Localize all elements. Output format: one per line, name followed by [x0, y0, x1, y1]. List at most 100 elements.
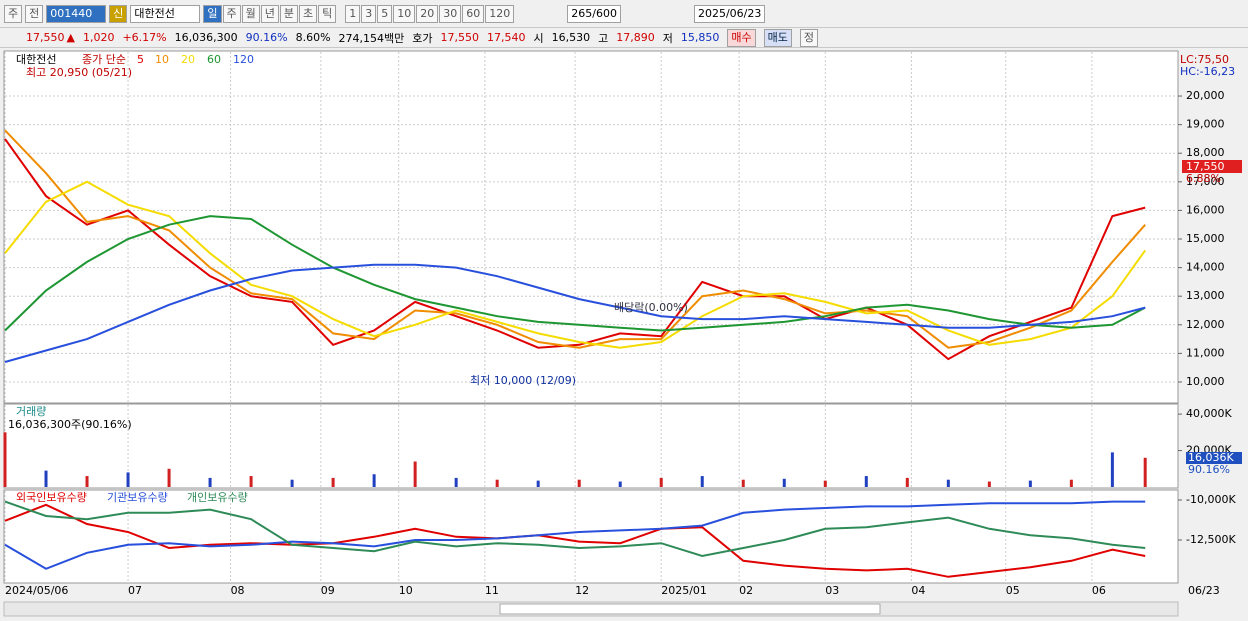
x-tick-label: 10 [399, 584, 413, 597]
series-line [4, 503, 1146, 578]
volume-bar [741, 479, 745, 487]
y-tick-label: 17,000 [1186, 175, 1225, 188]
ask: 17,550 [440, 31, 480, 44]
volume-bar [3, 432, 7, 487]
volume-rate: 90.16% [245, 31, 288, 44]
period-button[interactable]: 월 [241, 4, 260, 23]
y-tick-label: 11,000 [1186, 346, 1225, 359]
date[interactable]: 2025/06/23 [693, 4, 766, 23]
interval-button[interactable]: 1 [345, 4, 361, 23]
x-tick-label: 11 [485, 584, 499, 597]
volume-bar [85, 476, 89, 487]
interval-button[interactable]: 120 [485, 4, 515, 23]
volume: 16,036,300 [174, 31, 238, 44]
series-line [4, 500, 1146, 570]
x-tick-label: 04 [911, 584, 925, 597]
volume-bar [536, 480, 540, 487]
period-button[interactable]: 틱 [318, 4, 337, 23]
low-note: 최저 10,000 (12/09) [470, 374, 576, 387]
interval-button[interactable]: 20 [416, 4, 439, 23]
market[interactable]: 전 [25, 4, 44, 23]
interval-button[interactable]: 10 [393, 4, 416, 23]
y-tick-label: 15,000 [1186, 232, 1225, 245]
x-tick-label: 06 [1092, 584, 1106, 597]
x-end-label: 06/23 [1188, 584, 1220, 597]
y-tick-label: -12,500K [1186, 533, 1236, 546]
volume-bar [946, 479, 950, 487]
volume-bar [659, 477, 663, 487]
low: 15,850 [680, 31, 720, 44]
volume-panel [3, 403, 1179, 489]
stock-name: 대한전선 [130, 4, 201, 23]
period-button[interactable]: 주 [222, 4, 241, 23]
x-tick-label: 2024/05/06 [5, 584, 68, 597]
period-button[interactable]: 일 [203, 4, 222, 23]
volume-bar [249, 476, 253, 487]
info-bar: 17,550 ▲ 1,020 +6.17% 16,036,300 90.16% 8… [0, 28, 1248, 48]
volume-bar [454, 477, 458, 487]
volume-bar [495, 479, 499, 487]
interval-button[interactable]: 5 [377, 4, 393, 23]
count[interactable]: 265/600 [567, 4, 621, 23]
y-tick-label: 20,000K [1186, 444, 1232, 457]
last-volume-box [1186, 452, 1242, 464]
volume-note: 16,036,300주(90.16%) [8, 418, 132, 431]
legend-title: 종가 단순 [82, 53, 126, 66]
amount: 274,154백만 [338, 31, 405, 45]
y-tick-label: 20,000 [1186, 89, 1225, 102]
stock-label: 대한전선 [16, 53, 56, 66]
volume-bar [44, 470, 48, 487]
change: 1,020 [82, 31, 115, 44]
ask-label: 호가 [412, 31, 433, 45]
series-line [4, 129, 1146, 349]
series-line [4, 215, 1146, 332]
high: 17,890 [616, 31, 655, 44]
hc-label: HC:-16,23 [1180, 65, 1235, 78]
volume-bar [1069, 479, 1073, 487]
last-price-box [1182, 160, 1242, 173]
series-line [4, 500, 1146, 558]
volume-bar [782, 478, 786, 487]
interval-button[interactable]: 60 [462, 4, 485, 23]
series-line [4, 138, 1146, 361]
period-button[interactable]: 년 [260, 4, 279, 23]
badge[interactable]: 신 [109, 4, 128, 23]
legend-entry: 10 [155, 53, 169, 66]
last-volume-label: 16,036K [1188, 451, 1234, 464]
rate: +6.17% [122, 31, 167, 44]
code-input[interactable]: 001440 [46, 4, 107, 23]
x-tick-label: 08 [231, 584, 245, 597]
buy-button[interactable]: 매수 [727, 28, 756, 47]
high-label: 고 [598, 31, 609, 45]
period-button[interactable]: 초 [299, 4, 318, 23]
interval-button[interactable]: 30 [439, 4, 462, 23]
y-tick-label: 10,000 [1186, 375, 1225, 388]
volume-bar [823, 480, 827, 487]
y-tick-label: 12,000 [1186, 318, 1225, 331]
volume-bar [372, 474, 376, 487]
volume-bar [864, 476, 868, 487]
period-button[interactable]: 분 [279, 4, 298, 23]
volume-bar [700, 476, 704, 487]
y-tick-label: 18,000 [1186, 146, 1225, 159]
x-tick-label: 12 [575, 584, 589, 597]
scroll-thumb[interactable] [499, 603, 881, 615]
fix-button[interactable]: 정 [799, 28, 819, 47]
interval-button[interactable]: 3 [361, 4, 377, 23]
holdings-panel [3, 489, 1179, 584]
x-tick-label: 07 [128, 584, 142, 597]
x-tick-label: 02 [739, 584, 753, 597]
scrollbar[interactable] [3, 601, 1179, 617]
x-tick-label: 05 [1006, 584, 1020, 597]
volume-bar [1143, 457, 1147, 487]
background [0, 48, 1248, 621]
sell-button[interactable]: 매도 [763, 28, 792, 47]
y-tick-label: 16,000 [1186, 203, 1225, 216]
x-tick-label: 09 [321, 584, 335, 597]
volume-bar [1028, 480, 1032, 487]
volume-bar [577, 479, 581, 487]
dividend-note: 배당락(0.00%) [614, 301, 688, 314]
menu[interactable]: 주 [4, 4, 23, 23]
legend-entry: 60 [207, 53, 221, 66]
volume-bar [208, 477, 212, 487]
